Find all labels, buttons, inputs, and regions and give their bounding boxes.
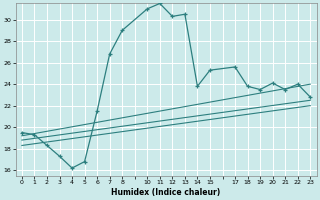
X-axis label: Humidex (Indice chaleur): Humidex (Indice chaleur) [111, 188, 221, 197]
